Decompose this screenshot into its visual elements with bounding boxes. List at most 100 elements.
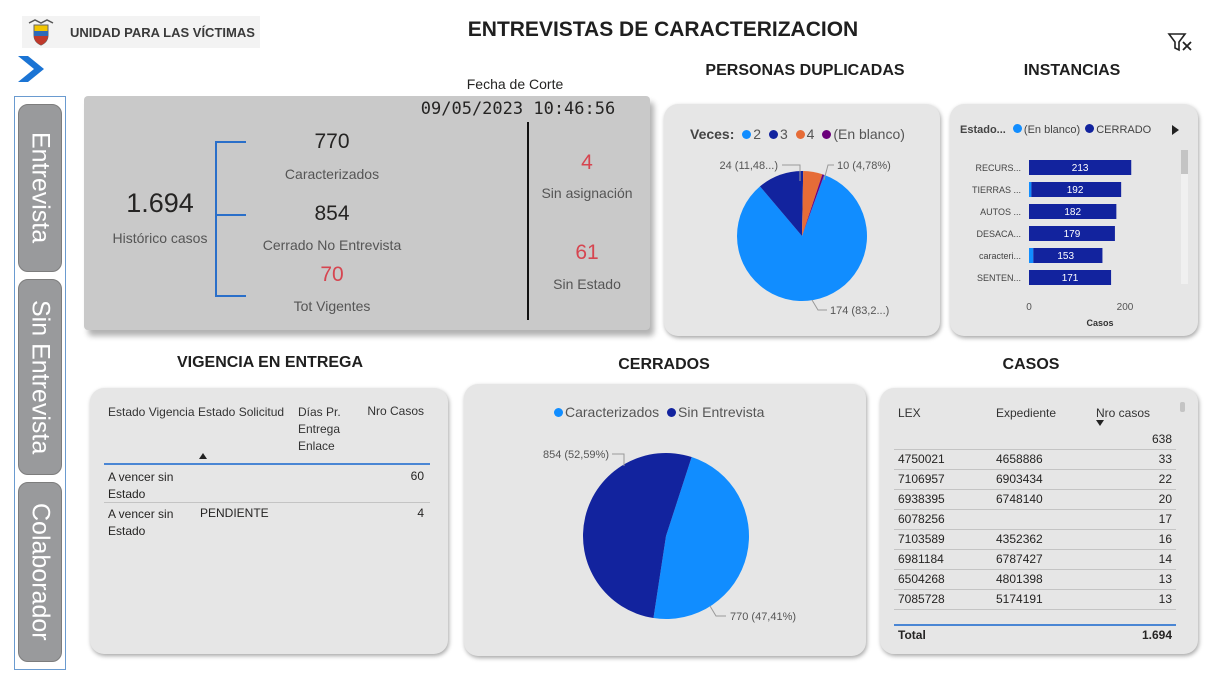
sort-asc-icon[interactable] [198, 452, 208, 460]
casos-card: LEX Expediente Nro casos 638 4750021 46588… [880, 388, 1198, 654]
col-estado-vigencia[interactable]: Estado Vigencia [108, 405, 195, 419]
bar-cerrado[interactable] [1029, 226, 1115, 241]
total-value: 1.694 [1141, 628, 1172, 642]
org-logo: UNIDAD PARA LAS VÍCTIMAS [22, 16, 260, 48]
pie-slice-2[interactable] [737, 174, 867, 301]
legend-item-blanco[interactable]: (En blanco) [1023, 124, 1081, 136]
cerrado-value: 854 [314, 202, 350, 225]
nav-sin-entrevista-button[interactable]: Sin Entrevista [18, 279, 62, 475]
cell-nro-casos: 60 [410, 469, 424, 483]
pie-slice-3[interactable] [759, 171, 804, 236]
cell-lex: 7106957 [894, 469, 992, 490]
legend-dot-2 [742, 130, 752, 139]
pie-slice-blank[interactable] [802, 174, 825, 236]
col-estado-solicitud[interactable]: Estado Solicitud [198, 405, 285, 419]
bar-data-label: 179 [1064, 229, 1081, 240]
cell-lex: 4750021 [894, 449, 992, 470]
fecha-corte-value: 09/05/2023 10:46:56 [420, 99, 616, 119]
clear-filter-icon[interactable] [1166, 30, 1194, 54]
x-tick-0: 0 [1026, 302, 1032, 313]
cell-estado-vigencia: A vencer sin Estado [108, 470, 174, 501]
pie-slice-sin-entrevista[interactable] [583, 453, 692, 619]
col-nro-casos[interactable]: Nro casos [1096, 406, 1151, 420]
instancias-title: INSTANCIAS [1023, 62, 1121, 79]
instancias-legend: Estado... (En blanco) CERRADO [960, 124, 1151, 136]
bar-cerrado[interactable] [1029, 270, 1112, 285]
table-row[interactable]: 6981184 6787427 14 [894, 549, 1176, 570]
bar-en-blanco[interactable] [1029, 182, 1032, 197]
bar-data-label: 171 [1062, 273, 1079, 284]
x-tick-200: 200 [1117, 302, 1134, 313]
cell-expediente [992, 429, 1092, 450]
legend-item-caracterizados[interactable]: Caracterizados [565, 404, 660, 420]
cell-expediente: 4352362 [992, 529, 1092, 550]
cell-lex: 7103589 [894, 529, 992, 550]
legend-item-sin-entrevista[interactable]: Sin Entrevista [678, 404, 765, 420]
legend-next-icon[interactable] [1170, 124, 1180, 136]
casos-title: CASOS [1002, 356, 1060, 373]
legend-item-4[interactable]: 4 [806, 126, 815, 142]
y-category-label: AUTOS ... [980, 207, 1021, 217]
bar-cerrado[interactable] [1031, 182, 1122, 197]
table-row[interactable]: 7085728 5174191 13 [894, 589, 1176, 610]
cell-nro-casos: 20 [1092, 489, 1176, 510]
col-dias-entrega[interactable]: Días Pr. Entrega Enlace [298, 405, 341, 453]
vigencia-title: VIGENCIA EN ENTREGA [176, 354, 364, 371]
casos-scrollbar[interactable] [1180, 402, 1185, 642]
col-expediente[interactable]: Expediente [996, 406, 1057, 420]
instancias-bar-chart: RECURS... 213 TIERRAS ... 192 AUTOS ... 182 DE… [972, 160, 1134, 328]
sort-desc-icon[interactable] [1096, 420, 1104, 426]
caracterizados-value: 770 [314, 130, 350, 153]
pie-slice-caracterizados[interactable] [653, 457, 749, 619]
legend-item-cerrado[interactable]: CERRADO [1096, 124, 1152, 136]
y-category-label: DESACA... [976, 229, 1021, 239]
table-row[interactable]: 7106957 6903434 22 [894, 469, 1176, 490]
legend-dot-blanco [1012, 124, 1022, 133]
table-row[interactable]: 6078256 17 [894, 509, 1176, 530]
table-row[interactable]: 638 [894, 429, 1176, 450]
cell-expediente: 5174191 [992, 589, 1092, 610]
col-lex[interactable]: LEX [898, 406, 921, 420]
cell-lex: 6078256 [894, 509, 992, 530]
instancias-card: Estado... (En blanco) CERRADO RECURS... 2… [950, 104, 1198, 336]
pie-cer-label-car: 770 (47,41%) [730, 611, 796, 623]
total-label: Total [898, 628, 926, 642]
cell-nro-casos: 22 [1092, 469, 1176, 490]
cell-nro-casos: 17 [1092, 509, 1176, 530]
cell-expediente: 4658886 [992, 449, 1092, 470]
y-category-label: TIERRAS ... [972, 185, 1021, 195]
bar-cerrado[interactable] [1033, 248, 1103, 263]
cerrados-title: CERRADOS [618, 356, 710, 373]
nav-sin-entrevista-label: Sin Entrevista [26, 299, 55, 455]
bar-cerrado[interactable] [1029, 204, 1117, 219]
table-row[interactable]: 4750021 4658886 33 [894, 449, 1176, 470]
instancias-scrollbar[interactable] [1181, 150, 1188, 284]
legend-item-blank[interactable]: (En blanco) [833, 126, 905, 142]
cell-nro-casos: 16 [1092, 529, 1176, 550]
casos-scroll-thumb[interactable] [1180, 402, 1185, 412]
legend-item-3[interactable]: 3 [779, 126, 788, 142]
bar-en-blanco[interactable] [1029, 248, 1034, 263]
bar-cerrado[interactable] [1029, 160, 1132, 175]
table-row[interactable]: 6938395 6748140 20 [894, 489, 1176, 510]
nav-entrevista-button[interactable]: Entrevista [18, 104, 62, 272]
caracterizados-label: Caracterizados [284, 166, 380, 182]
table-row[interactable]: A vencer sin Estado 60 [104, 467, 430, 503]
instancias-scroll-thumb[interactable] [1181, 150, 1188, 174]
table-row[interactable]: 7103589 4352362 16 [894, 529, 1176, 550]
x-axis-label: Casos [1086, 318, 1113, 328]
cell-expediente: 6903434 [992, 469, 1092, 490]
duplicadas-pie: 24 (11,48...) 10 (4,78%) 174 (83,2...) [720, 160, 891, 317]
legend-item-2[interactable]: 2 [753, 126, 762, 142]
vigentes-value: 70 [320, 263, 344, 286]
cerrados-legend: Caracterizados Sin Entrevista [554, 404, 764, 420]
y-category-label: SENTEN... [977, 273, 1021, 283]
kpi-divider [527, 122, 529, 320]
col-nro-casos[interactable]: Nro Casos [367, 404, 424, 418]
pie-slice-4[interactable] [802, 171, 823, 236]
table-row[interactable]: 6504268 4801398 13 [894, 569, 1176, 590]
chevron-right-icon[interactable] [14, 54, 46, 84]
table-row[interactable]: A vencer sin Estado PENDIENTE 4 [104, 504, 430, 540]
legend-dot-3 [768, 130, 778, 139]
nav-colaborador-button[interactable]: Colaborador [18, 482, 62, 662]
